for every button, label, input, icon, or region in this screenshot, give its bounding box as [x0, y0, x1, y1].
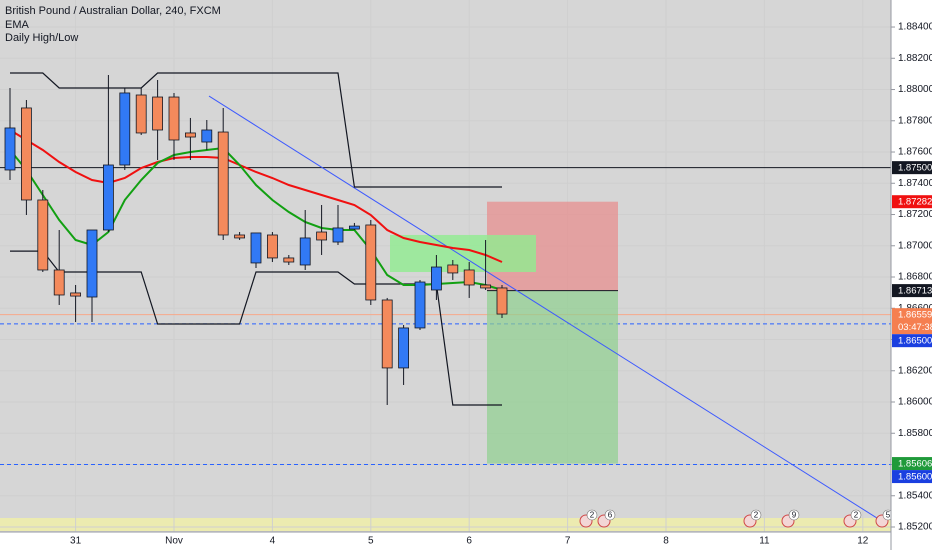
price-badge: [892, 470, 932, 484]
candle-body: [480, 284, 492, 289]
y-tick-label: 1.88200: [898, 53, 932, 64]
candle-body: [463, 269, 475, 286]
x-tick-label: 8: [663, 536, 669, 547]
candle-body: [447, 264, 459, 274]
y-tick-label: 1.88000: [898, 84, 932, 95]
x-tick-label: 11: [759, 536, 770, 547]
price-badge: [892, 284, 932, 298]
event-count: 9: [792, 511, 797, 520]
price-badge: [892, 161, 932, 175]
candle-body: [381, 299, 393, 369]
candle-body: [430, 266, 442, 291]
candle-body: [299, 237, 311, 266]
candle-body: [119, 92, 131, 166]
event-count: 2: [590, 511, 595, 520]
y-tick-label: 1.86800: [898, 272, 932, 283]
price-badge: [892, 334, 932, 348]
candle-body: [86, 229, 98, 298]
candle-body: [365, 224, 377, 301]
y-tick-label: 1.88400: [898, 22, 932, 33]
y-tick-label: 1.85400: [898, 490, 932, 501]
axis-labels: 1.85200 1.85400 1.85600 1.85800 1.86000 1.862…: [70, 22, 932, 547]
candle-body: [283, 257, 295, 263]
price-badge-label: 1.87500: [898, 163, 932, 174]
price-badge-label: 1.87282: [898, 197, 932, 208]
event-count: 5: [886, 511, 891, 520]
candle-body: [4, 127, 16, 171]
candle-body: [332, 227, 344, 243]
candle-body: [184, 132, 196, 138]
candle-body: [168, 96, 180, 141]
candle-body: [103, 164, 114, 231]
candle-body: [234, 234, 246, 239]
x-tick-label: 6: [466, 536, 472, 547]
candle-body: [217, 131, 229, 236]
price-badge: [892, 308, 932, 335]
legend-daily-high-low: Daily High/Low: [5, 32, 78, 44]
candle-body: [20, 107, 32, 201]
candle-body: [496, 287, 508, 315]
candle-body: [37, 199, 49, 271]
event-count: 2: [854, 511, 859, 520]
price-badge-label: 1.85606: [898, 459, 932, 470]
events: 2 6 2 9 2 5: [579, 509, 894, 528]
y-tick-label: 1.87600: [898, 147, 932, 158]
candle-body: [135, 94, 147, 134]
drawings: [0, 95, 891, 521]
candle-body: [53, 269, 65, 296]
y-tick-label: 1.86000: [898, 397, 932, 408]
candles: [4, 74, 508, 405]
x-tick-label: Nov: [165, 536, 183, 547]
x-tick-label: 31: [70, 536, 82, 547]
ema-line: [9, 129, 503, 263]
x-tick-label: 5: [368, 536, 374, 547]
price-badge: [892, 195, 932, 209]
legend-ema: EMA: [5, 19, 30, 31]
event-count: 6: [608, 511, 613, 520]
candle-body: [152, 96, 164, 131]
y-tick-label: 1.87200: [898, 209, 932, 220]
time-axis: [0, 532, 891, 550]
x-tick-label: 7: [565, 536, 571, 547]
candle-body: [70, 292, 81, 297]
y-tick-label: 1.85800: [898, 428, 932, 439]
y-tick-label: 1.85200: [898, 522, 932, 533]
price-badge-label: 1.85600: [898, 472, 932, 483]
candle-body: [201, 129, 213, 143]
daily-high-line: [10, 72, 502, 188]
candle-body: [414, 281, 426, 329]
event-count: 2: [754, 511, 759, 520]
price-badge-label: 1.86500: [898, 336, 932, 347]
grid: [0, 526, 891, 528]
event-count-bubble: [586, 509, 598, 521]
event-count-bubble: [850, 509, 862, 521]
y-tick-label: 1.87000: [898, 240, 932, 251]
candle-body: [398, 327, 410, 369]
events-band: [0, 518, 891, 531]
x-tick-label: 12: [857, 536, 869, 547]
y-tick-label: 1.86200: [898, 365, 932, 376]
event-count-bubble: [788, 509, 800, 521]
x-tick-label: 4: [270, 536, 276, 547]
event-count-bubble: [750, 509, 762, 521]
candle-body: [348, 225, 360, 230]
price-badge-label: 1.86559: [898, 310, 932, 321]
price-badge-label: 1.86713: [898, 286, 932, 297]
chart-title: British Pound / Australian Dollar, 240, …: [5, 5, 221, 17]
trendline: [208, 95, 881, 521]
y-tick-label: 1.87800: [898, 115, 932, 126]
candle-body: [266, 234, 278, 259]
countdown-label: 03:47:38: [898, 322, 932, 333]
candle-body: [316, 231, 328, 241]
candle-body: [250, 232, 262, 264]
target-zone: [487, 290, 618, 464]
event-count-bubble: [604, 509, 616, 521]
y-tick-label: 1.87400: [898, 178, 932, 189]
price-badge: [892, 457, 932, 471]
